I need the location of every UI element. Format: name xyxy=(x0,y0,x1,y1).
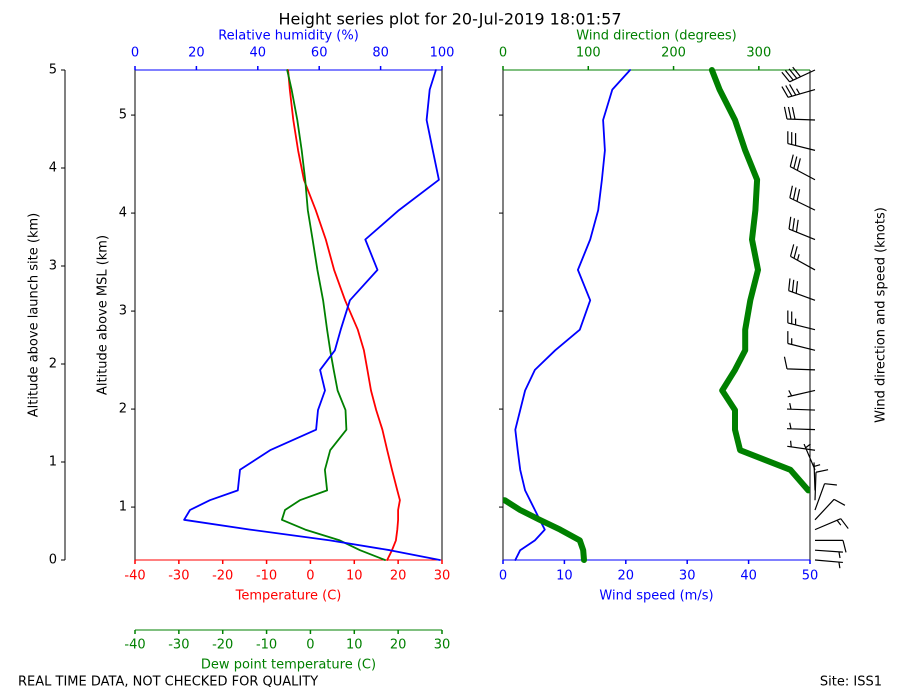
wind-barb xyxy=(787,310,816,331)
tick-label: -40 xyxy=(124,569,145,584)
tick-label: 5 xyxy=(119,108,127,123)
wind-barb xyxy=(814,483,837,511)
tick-label: 2 xyxy=(119,402,127,417)
tick-label: 3 xyxy=(49,259,57,274)
tick-label: -20 xyxy=(212,569,233,584)
wind-barb xyxy=(787,331,816,351)
tick-label: 20 xyxy=(390,569,407,584)
tick-label: 10 xyxy=(346,638,363,653)
tick-label: 20 xyxy=(390,638,407,653)
axis-label: Temperature (C) xyxy=(235,589,342,604)
profile-line xyxy=(503,67,810,563)
tick-label: 30 xyxy=(434,569,451,584)
tick-label: 30 xyxy=(679,569,696,584)
tick-label: 300 xyxy=(746,46,771,61)
wind-barb xyxy=(781,84,816,98)
tick-label: 4 xyxy=(49,161,57,176)
tick-label: -40 xyxy=(124,638,145,653)
profile-line xyxy=(514,69,631,561)
tick-label: 0 xyxy=(499,46,507,61)
wind-barb xyxy=(814,469,829,501)
wind-barb xyxy=(786,403,816,411)
wind-barb xyxy=(813,462,821,491)
wind-barb xyxy=(783,356,816,371)
tick-label: 0 xyxy=(306,569,314,584)
axis-label: Altitude above launch site (km) xyxy=(27,213,42,417)
tick-label: -10 xyxy=(256,569,277,584)
tick-label: 30 xyxy=(434,638,451,653)
axis-label: Wind speed (m/s) xyxy=(599,589,713,604)
tick-label: 80 xyxy=(372,46,389,61)
wind-barb xyxy=(814,498,846,521)
tick-label: 40 xyxy=(740,569,757,584)
tick-label: 2 xyxy=(49,357,57,372)
tick-label: -10 xyxy=(256,638,277,653)
tick-label: 20 xyxy=(188,46,205,61)
tick-label: 60 xyxy=(311,46,328,61)
wind-barb xyxy=(781,66,816,83)
axis-label: Wind direction and speed (knots) xyxy=(874,207,889,423)
axis-label: Wind direction (degrees) xyxy=(576,29,736,44)
tick-label: 4 xyxy=(119,206,127,221)
tick-label: 0 xyxy=(306,638,314,653)
tick-label: 0 xyxy=(499,569,507,584)
wind-barb xyxy=(814,559,843,569)
wind-barb xyxy=(788,216,816,241)
axis-label: Dew point temperature (C) xyxy=(201,658,376,673)
tick-label: 5 xyxy=(49,63,57,78)
wind-barb xyxy=(783,106,816,121)
wind-barb xyxy=(787,131,816,151)
wind-barb xyxy=(815,539,847,553)
tick-label: -30 xyxy=(168,569,189,584)
tick-label: 3 xyxy=(119,304,127,319)
wind-barb xyxy=(789,185,816,211)
wind-barb xyxy=(786,422,816,431)
profile-line xyxy=(183,69,441,561)
wind-barb xyxy=(787,440,816,451)
tick-label: 100 xyxy=(430,46,455,61)
tick-label: 20 xyxy=(618,569,635,584)
tick-label: 0 xyxy=(131,46,139,61)
footer-note: REAL TIME DATA, NOT CHECKED FOR QUALITY xyxy=(18,675,318,690)
tick-label: -20 xyxy=(212,638,233,653)
tick-label: 10 xyxy=(556,569,573,584)
profile-line xyxy=(287,69,401,561)
tick-label: 40 xyxy=(250,46,267,61)
tick-label: -30 xyxy=(168,638,189,653)
tick-label: 100 xyxy=(576,46,601,61)
profile-line xyxy=(281,69,386,561)
wind-barb xyxy=(814,518,849,531)
chart-title: Height series plot for 20-Jul-2019 18:01… xyxy=(278,10,621,29)
tick-label: 1 xyxy=(49,455,57,470)
axis-label: Relative humidity (%) xyxy=(218,29,359,44)
wind-barb xyxy=(788,278,816,301)
site-label: Site: ISS1 xyxy=(820,675,882,690)
wind-barb xyxy=(789,154,816,181)
wind-barb xyxy=(787,389,816,398)
axis-label: Altitude above MSL (km) xyxy=(96,235,111,395)
wind-barb xyxy=(814,549,843,559)
tick-label: 50 xyxy=(802,569,819,584)
tick-label: 1 xyxy=(119,500,127,515)
tick-label: 10 xyxy=(346,569,363,584)
wind-barb xyxy=(789,244,816,271)
tick-label: 200 xyxy=(661,46,686,61)
tick-label: 0 xyxy=(49,553,57,568)
